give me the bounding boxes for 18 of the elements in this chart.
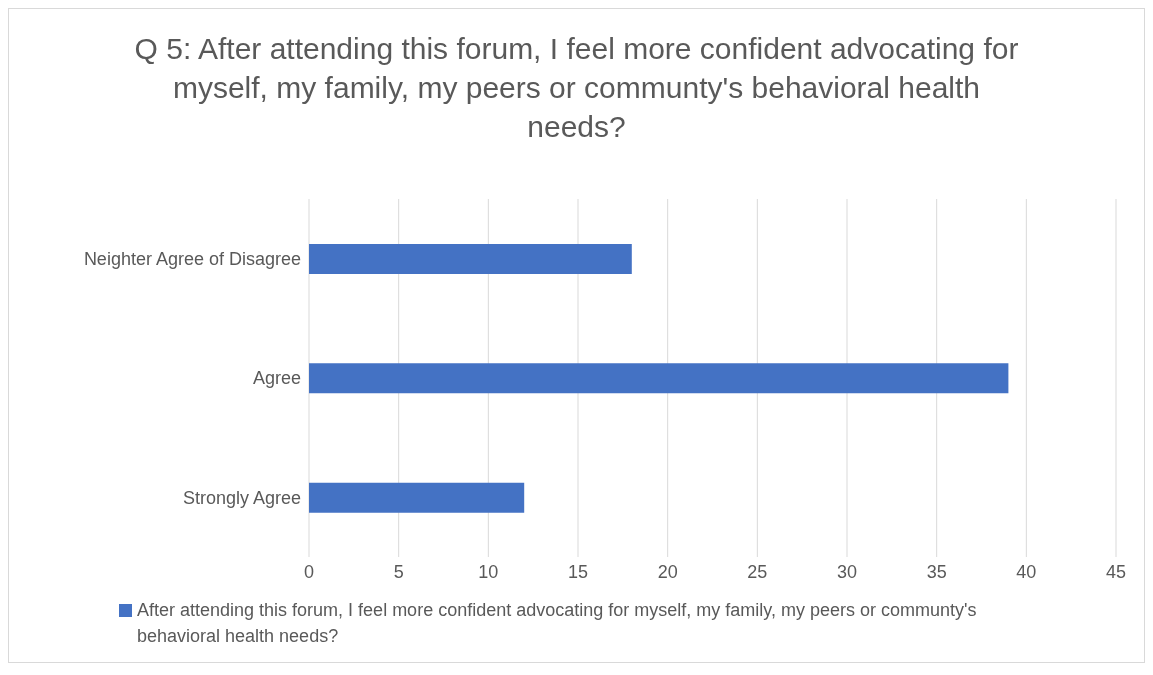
x-tick-label: 25 (747, 561, 768, 582)
y-tick-label: Neighter Agree of Disagree (83, 249, 301, 270)
x-tick-label: 35 (926, 561, 947, 582)
y-tick-label: Agree (252, 368, 301, 389)
x-tick-label: 20 (657, 561, 678, 582)
x-tick-label: 15 (567, 561, 589, 582)
x-tick-label: 40 (1016, 561, 1037, 582)
legend-label: After attending this forum, I feel more confident advocating for myself, my family, my peers or communty's behavioral health needs? (137, 599, 978, 648)
bar (309, 482, 525, 513)
x-tick-label: 30 (836, 561, 858, 582)
x-tick-label: 10 (478, 561, 499, 582)
x-tick-label: 0 (303, 561, 315, 582)
x-tick-label: 5 (393, 561, 404, 582)
bar (309, 363, 1009, 394)
y-tick-label: Strongly Agree (182, 487, 301, 508)
bar (309, 244, 632, 274)
chart-title: Q 5: After attending this forum, I feel more confident advocating for myself, my family, my peers or communty's behavioral health needs? (133, 31, 1020, 145)
x-tick-label: 45 (1105, 561, 1127, 582)
